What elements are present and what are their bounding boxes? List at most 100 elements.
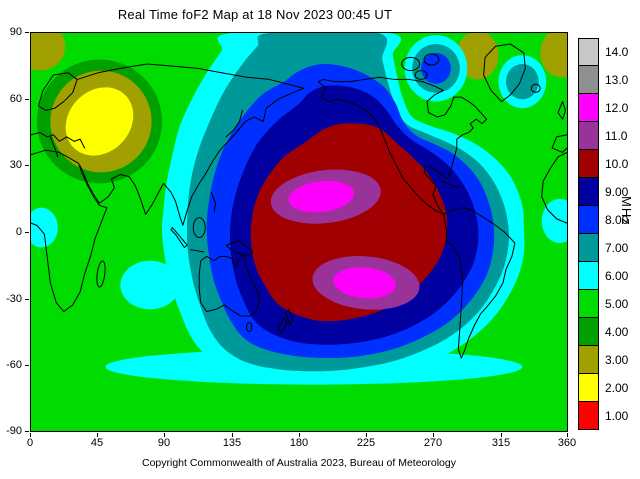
colorbar-swatch bbox=[578, 66, 599, 94]
y-axis-tick bbox=[25, 299, 29, 300]
coastline-australia bbox=[199, 254, 259, 316]
coastline-greenland bbox=[484, 44, 526, 101]
coastline-java bbox=[190, 250, 203, 252]
coastline-arctic-island bbox=[424, 54, 439, 65]
colorbar-legend: 14.0 13.0 12.0 11.0 10.0 9.00 8.00 7.00 … bbox=[578, 38, 634, 430]
colorbar-swatch bbox=[578, 262, 599, 290]
contour-region bbox=[421, 52, 451, 84]
colorbar-value-label: 12.0 bbox=[605, 101, 629, 115]
page-title: Real Time foF2 Map at 18 Nov 2023 00:45 … bbox=[117, 7, 393, 22]
colorbar-value-label: 11.0 bbox=[605, 129, 628, 143]
colorbar-value-label: 7.00 bbox=[605, 241, 629, 255]
colorbar-value-label: 2.00 bbox=[605, 381, 629, 395]
x-axis-tick bbox=[366, 433, 367, 437]
x-axis-tick bbox=[299, 433, 300, 437]
coastline-japan bbox=[226, 110, 242, 137]
x-axis-tick-label: 45 bbox=[90, 437, 104, 449]
coastline-arctic-island bbox=[402, 57, 420, 70]
colorbar-entry: 11.0 bbox=[578, 122, 634, 150]
colorbar-entry: 7.00 bbox=[578, 234, 634, 262]
coastline-new-guinea bbox=[226, 241, 253, 256]
colorbar-entry: 2.00 bbox=[578, 374, 634, 402]
colorbar-swatch bbox=[578, 150, 599, 178]
coastline-sumatra bbox=[171, 228, 187, 248]
contour-region bbox=[31, 33, 66, 71]
coastline-asia bbox=[77, 64, 303, 225]
colorbar-swatch bbox=[578, 318, 599, 346]
coastline-africa-west bbox=[542, 152, 567, 223]
colorbar-entry: 13.0 bbox=[578, 66, 634, 94]
contour-region bbox=[333, 267, 396, 299]
colorbar-value-label: 9.00 bbox=[605, 185, 629, 199]
colorbar-swatch bbox=[578, 206, 599, 234]
x-axis-tick bbox=[567, 433, 568, 437]
y-axis-tick-label: -30 bbox=[6, 293, 22, 305]
colorbar-swatch bbox=[578, 374, 599, 402]
coastline-new-zealand bbox=[278, 309, 293, 333]
colorbar-entry: 14.0 bbox=[578, 38, 634, 66]
y-axis-tick-label: -60 bbox=[6, 359, 22, 371]
y-axis-tick bbox=[25, 32, 29, 33]
x-axis-tick bbox=[232, 433, 233, 437]
coastline-europe-mediterranean bbox=[31, 133, 85, 157]
coastline-arctic-island bbox=[415, 71, 427, 80]
x-axis-tick-label: 0 bbox=[26, 437, 34, 449]
x-axis-tick-label: 270 bbox=[423, 437, 443, 449]
colorbar-value-label: 8.00 bbox=[605, 213, 629, 227]
colorbar-swatch bbox=[578, 234, 599, 262]
y-axis-tick-label: 0 bbox=[15, 226, 22, 238]
x-axis-tick bbox=[30, 433, 31, 437]
colorbar-swatch bbox=[578, 38, 599, 66]
x-axis-tick-label: 180 bbox=[289, 437, 309, 449]
x-axis-tick bbox=[97, 433, 98, 437]
coastline-spain bbox=[552, 135, 567, 153]
y-axis-tick bbox=[25, 165, 29, 166]
x-axis-tick bbox=[164, 433, 165, 437]
colorbar-swatch bbox=[578, 122, 599, 150]
contour-region bbox=[540, 33, 567, 78]
contour-region bbox=[288, 180, 355, 213]
x-axis-tick-label: 360 bbox=[557, 437, 577, 449]
colorbar-unit-label: MHz bbox=[619, 196, 634, 226]
colorbar-entry: 8.00 bbox=[578, 206, 634, 234]
colorbar-swatch bbox=[578, 178, 599, 206]
x-axis-tick-label: 135 bbox=[222, 437, 242, 449]
colorbar-value-label: 10.0 bbox=[605, 157, 629, 171]
coastline-britain bbox=[558, 102, 565, 120]
colorbar-value-label: 13.0 bbox=[605, 73, 629, 87]
x-axis-tick bbox=[501, 433, 502, 437]
colorbar-value-label: 5.00 bbox=[605, 297, 629, 311]
contour-region bbox=[120, 260, 180, 310]
fof2-contour-map bbox=[31, 33, 567, 431]
colorbar-value-label: 14.0 bbox=[605, 45, 629, 59]
colorbar-value-label: 3.00 bbox=[605, 353, 629, 367]
coastline-madagascar bbox=[95, 260, 106, 288]
coastline-borneo bbox=[193, 218, 205, 238]
y-axis-tick-label: 60 bbox=[9, 93, 22, 105]
coastline-north-america bbox=[318, 77, 486, 214]
colorbar-entry: 12.0 bbox=[578, 94, 634, 122]
continent-outlines bbox=[31, 44, 567, 358]
colorbar-swatch bbox=[578, 346, 599, 374]
colorbar-swatch bbox=[578, 94, 599, 122]
contour-region bbox=[31, 207, 58, 248]
colorbar-value-label: 4.00 bbox=[605, 325, 629, 339]
y-axis-tick-label: 30 bbox=[9, 159, 22, 171]
colorbar-entry: 5.00 bbox=[578, 290, 634, 318]
contour-level-2-region bbox=[65, 87, 134, 156]
coastline-tasmania bbox=[246, 323, 251, 332]
colorbar-entry: 4.00 bbox=[578, 318, 634, 346]
coastline-scandinavia bbox=[38, 73, 77, 111]
y-axis-tick-label: -90 bbox=[6, 425, 22, 437]
x-axis-tick-label: 90 bbox=[157, 437, 171, 449]
y-axis-tick-label: 90 bbox=[9, 26, 22, 38]
colorbar-value-label: 6.00 bbox=[605, 269, 629, 283]
map-plot-area bbox=[30, 32, 568, 432]
copyright-text: Copyright Commonwealth of Australia 2023… bbox=[141, 457, 456, 469]
y-axis-tick bbox=[25, 431, 29, 432]
coastline-iceland bbox=[531, 84, 540, 92]
x-axis-tick-label: 315 bbox=[491, 437, 511, 449]
coastline-cuba bbox=[442, 181, 458, 188]
colorbar-entry: 1.00 bbox=[578, 402, 634, 430]
